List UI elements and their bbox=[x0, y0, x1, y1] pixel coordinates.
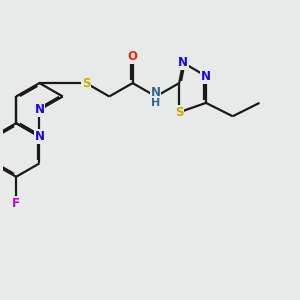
Text: S: S bbox=[175, 106, 183, 119]
Text: N: N bbox=[34, 130, 44, 143]
Text: S: S bbox=[82, 76, 90, 90]
Text: N: N bbox=[178, 56, 188, 69]
Text: N: N bbox=[201, 70, 211, 83]
Text: H: H bbox=[151, 98, 160, 108]
Text: F: F bbox=[12, 197, 20, 210]
Text: N: N bbox=[151, 86, 161, 99]
Text: O: O bbox=[128, 50, 138, 63]
Text: N: N bbox=[34, 103, 44, 116]
